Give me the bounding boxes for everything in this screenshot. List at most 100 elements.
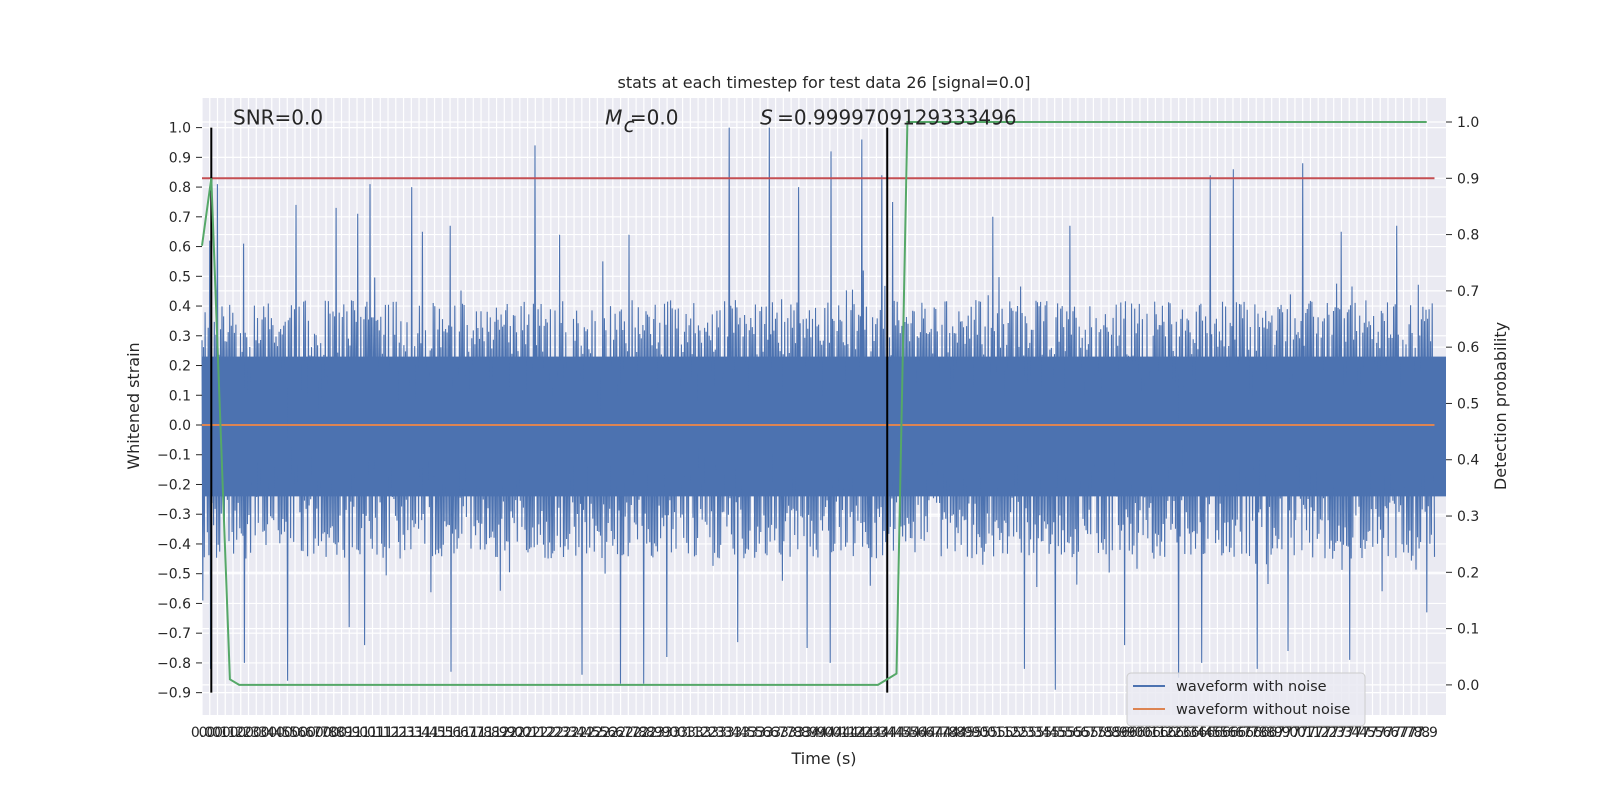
x-tick-label: 5.3 bbox=[1020, 725, 1042, 741]
x-tick-label: 3.0 bbox=[656, 725, 678, 741]
x-tick-label: 4.4 bbox=[881, 725, 903, 741]
x-tick-label: 5.5 bbox=[1051, 725, 1073, 741]
x-tick-label: 4.8 bbox=[943, 725, 965, 741]
x-tick-label: 6.4 bbox=[1183, 725, 1205, 741]
x-tick-label: 7.2 bbox=[1315, 725, 1337, 741]
x-tick-label: 0.2 bbox=[222, 725, 244, 741]
y-tick-label: −0.5 bbox=[157, 567, 191, 583]
x-tick-label: 5.0 bbox=[974, 725, 996, 741]
x-tick-label: 6.8 bbox=[1253, 725, 1275, 741]
x-tick-label: 6.3 bbox=[1168, 725, 1190, 741]
x-tick-label: 1.5 bbox=[431, 725, 453, 741]
x-tick-label: 0.5 bbox=[268, 725, 290, 741]
mc-annotation-value: =0.0 bbox=[630, 106, 679, 130]
x-tick-label: 3.3 bbox=[710, 725, 732, 741]
x-tick-label: 7.1 bbox=[1292, 725, 1314, 741]
x-tick-label: 1.6 bbox=[447, 725, 469, 741]
x-tick-label: 7.5 bbox=[1354, 725, 1376, 741]
x-tick-label: 2.8 bbox=[633, 725, 655, 741]
x-tick-label: 5.2 bbox=[997, 725, 1019, 741]
x-tick-label: 6.7 bbox=[1230, 725, 1252, 741]
x-tick-label: 7.6 bbox=[1369, 725, 1391, 741]
x-tick-label: 4.7 bbox=[927, 725, 949, 741]
x-tick-label: 5.9 bbox=[1113, 725, 1135, 741]
y-tick-label: 0.0 bbox=[169, 418, 191, 434]
x-tick-label: 3.1 bbox=[671, 725, 693, 741]
noisy-waveform-line bbox=[201, 127, 1436, 690]
x-tick-label: 5.7 bbox=[1075, 725, 1097, 741]
x-tick-label: 1.1 bbox=[369, 725, 391, 741]
x-tick-label: 2.1 bbox=[524, 725, 546, 741]
y-tick-label: 0.9 bbox=[169, 150, 191, 166]
x-tick-label: 2.1 bbox=[516, 725, 538, 741]
x-tick-label: 6.9 bbox=[1261, 725, 1283, 741]
y-tick-label: 1.0 bbox=[169, 121, 191, 137]
legend: waveform with noise waveform without noi… bbox=[1126, 672, 1366, 727]
x-tick-label: 0.0 bbox=[199, 725, 221, 741]
x-tick-label: 1.3 bbox=[392, 725, 414, 741]
x-tick-label: 7.9 bbox=[1416, 725, 1438, 741]
x-tick-label: 0.4 bbox=[261, 725, 283, 741]
x-tick-label: 3.2 bbox=[687, 725, 709, 741]
x-tick-label: 7.7 bbox=[1392, 725, 1414, 741]
mc-annotation-prefix: M bbox=[605, 106, 622, 130]
x-tick-label: 0.2 bbox=[230, 725, 252, 741]
x-tick-label: 5.4 bbox=[1028, 725, 1050, 741]
x-tick-label: 3.9 bbox=[795, 725, 817, 741]
y-right-tick-label: 0.0 bbox=[1457, 678, 1479, 694]
x-tick-label: 6.5 bbox=[1206, 725, 1228, 741]
x-tick-label: 3.6 bbox=[749, 725, 771, 741]
x-tick-label: 0.4 bbox=[253, 725, 275, 741]
chart-title: stats at each timestep for test data 26 … bbox=[618, 73, 1031, 92]
x-tick-label: 2.0 bbox=[509, 725, 531, 741]
x-tick-label: 0.6 bbox=[284, 725, 306, 741]
x-tick-label: 5.5 bbox=[1044, 725, 1066, 741]
x-tick-label: 2.6 bbox=[602, 725, 624, 741]
x-tick-label: 7.8 bbox=[1400, 725, 1422, 741]
x-tick-label: 2.8 bbox=[625, 725, 647, 741]
y-right-tick-label: 0.8 bbox=[1457, 228, 1479, 244]
x-tick-label: 0.9 bbox=[330, 725, 352, 741]
snr-annotation: SNR=0.0 bbox=[233, 106, 323, 130]
x-tick-label: 3.0 bbox=[664, 725, 686, 741]
y-tick-label: −0.7 bbox=[157, 626, 191, 642]
y-tick-label: 0.7 bbox=[169, 210, 191, 226]
x-tick-label: 0.7 bbox=[299, 725, 321, 741]
detection-probability-line bbox=[201, 121, 1427, 686]
x-tick-label: 1.2 bbox=[385, 725, 407, 741]
x-tick-label: 4.6 bbox=[912, 725, 934, 741]
x-tick-label: 3.5 bbox=[741, 725, 763, 741]
s-annotation-prefix: S bbox=[760, 106, 773, 130]
x-tick-label: 1.9 bbox=[485, 725, 507, 741]
y-right-tick-label: 0.4 bbox=[1457, 453, 1479, 469]
y-tick-label: 0.5 bbox=[169, 269, 191, 285]
y-tick-label: −0.1 bbox=[157, 448, 191, 464]
y-tick-label: −0.6 bbox=[157, 596, 191, 612]
x-tick-label: 5.9 bbox=[1106, 725, 1128, 741]
x-tick-label: 4.0 bbox=[811, 725, 833, 741]
x-tick-label: 7.4 bbox=[1338, 725, 1360, 741]
x-tick-label: 5.0 bbox=[966, 725, 988, 741]
x-tick-label: 0.1 bbox=[206, 725, 228, 741]
x-tick-label: 5.8 bbox=[1098, 725, 1120, 741]
x-tick-label: 6.0 bbox=[1121, 725, 1143, 741]
x-tick-label: 5.2 bbox=[1005, 725, 1027, 741]
x-tick-label: 0.6 bbox=[292, 725, 314, 741]
x-tick-label: 2.4 bbox=[571, 725, 593, 741]
x-tick-label: 2.9 bbox=[648, 725, 670, 741]
x-tick-label: 4.9 bbox=[958, 725, 980, 741]
x-axis-label: Time (s) bbox=[790, 749, 856, 768]
x-tick-label: 2.5 bbox=[586, 725, 608, 741]
x-tick-label: 1.2 bbox=[377, 725, 399, 741]
x-tick-label: 1.7 bbox=[454, 725, 476, 741]
y-right-tick-label: 0.6 bbox=[1457, 340, 1479, 356]
x-tick-label: 1.1 bbox=[361, 725, 383, 741]
y-right-tick-label: 0.2 bbox=[1457, 565, 1479, 581]
x-tick-label: 3.4 bbox=[726, 725, 748, 741]
x-tick-label: 1.8 bbox=[470, 725, 492, 741]
x-tick-label: 4.9 bbox=[951, 725, 973, 741]
x-tick-label: 7.6 bbox=[1377, 725, 1399, 741]
x-tick-label: 5.8 bbox=[1090, 725, 1112, 741]
